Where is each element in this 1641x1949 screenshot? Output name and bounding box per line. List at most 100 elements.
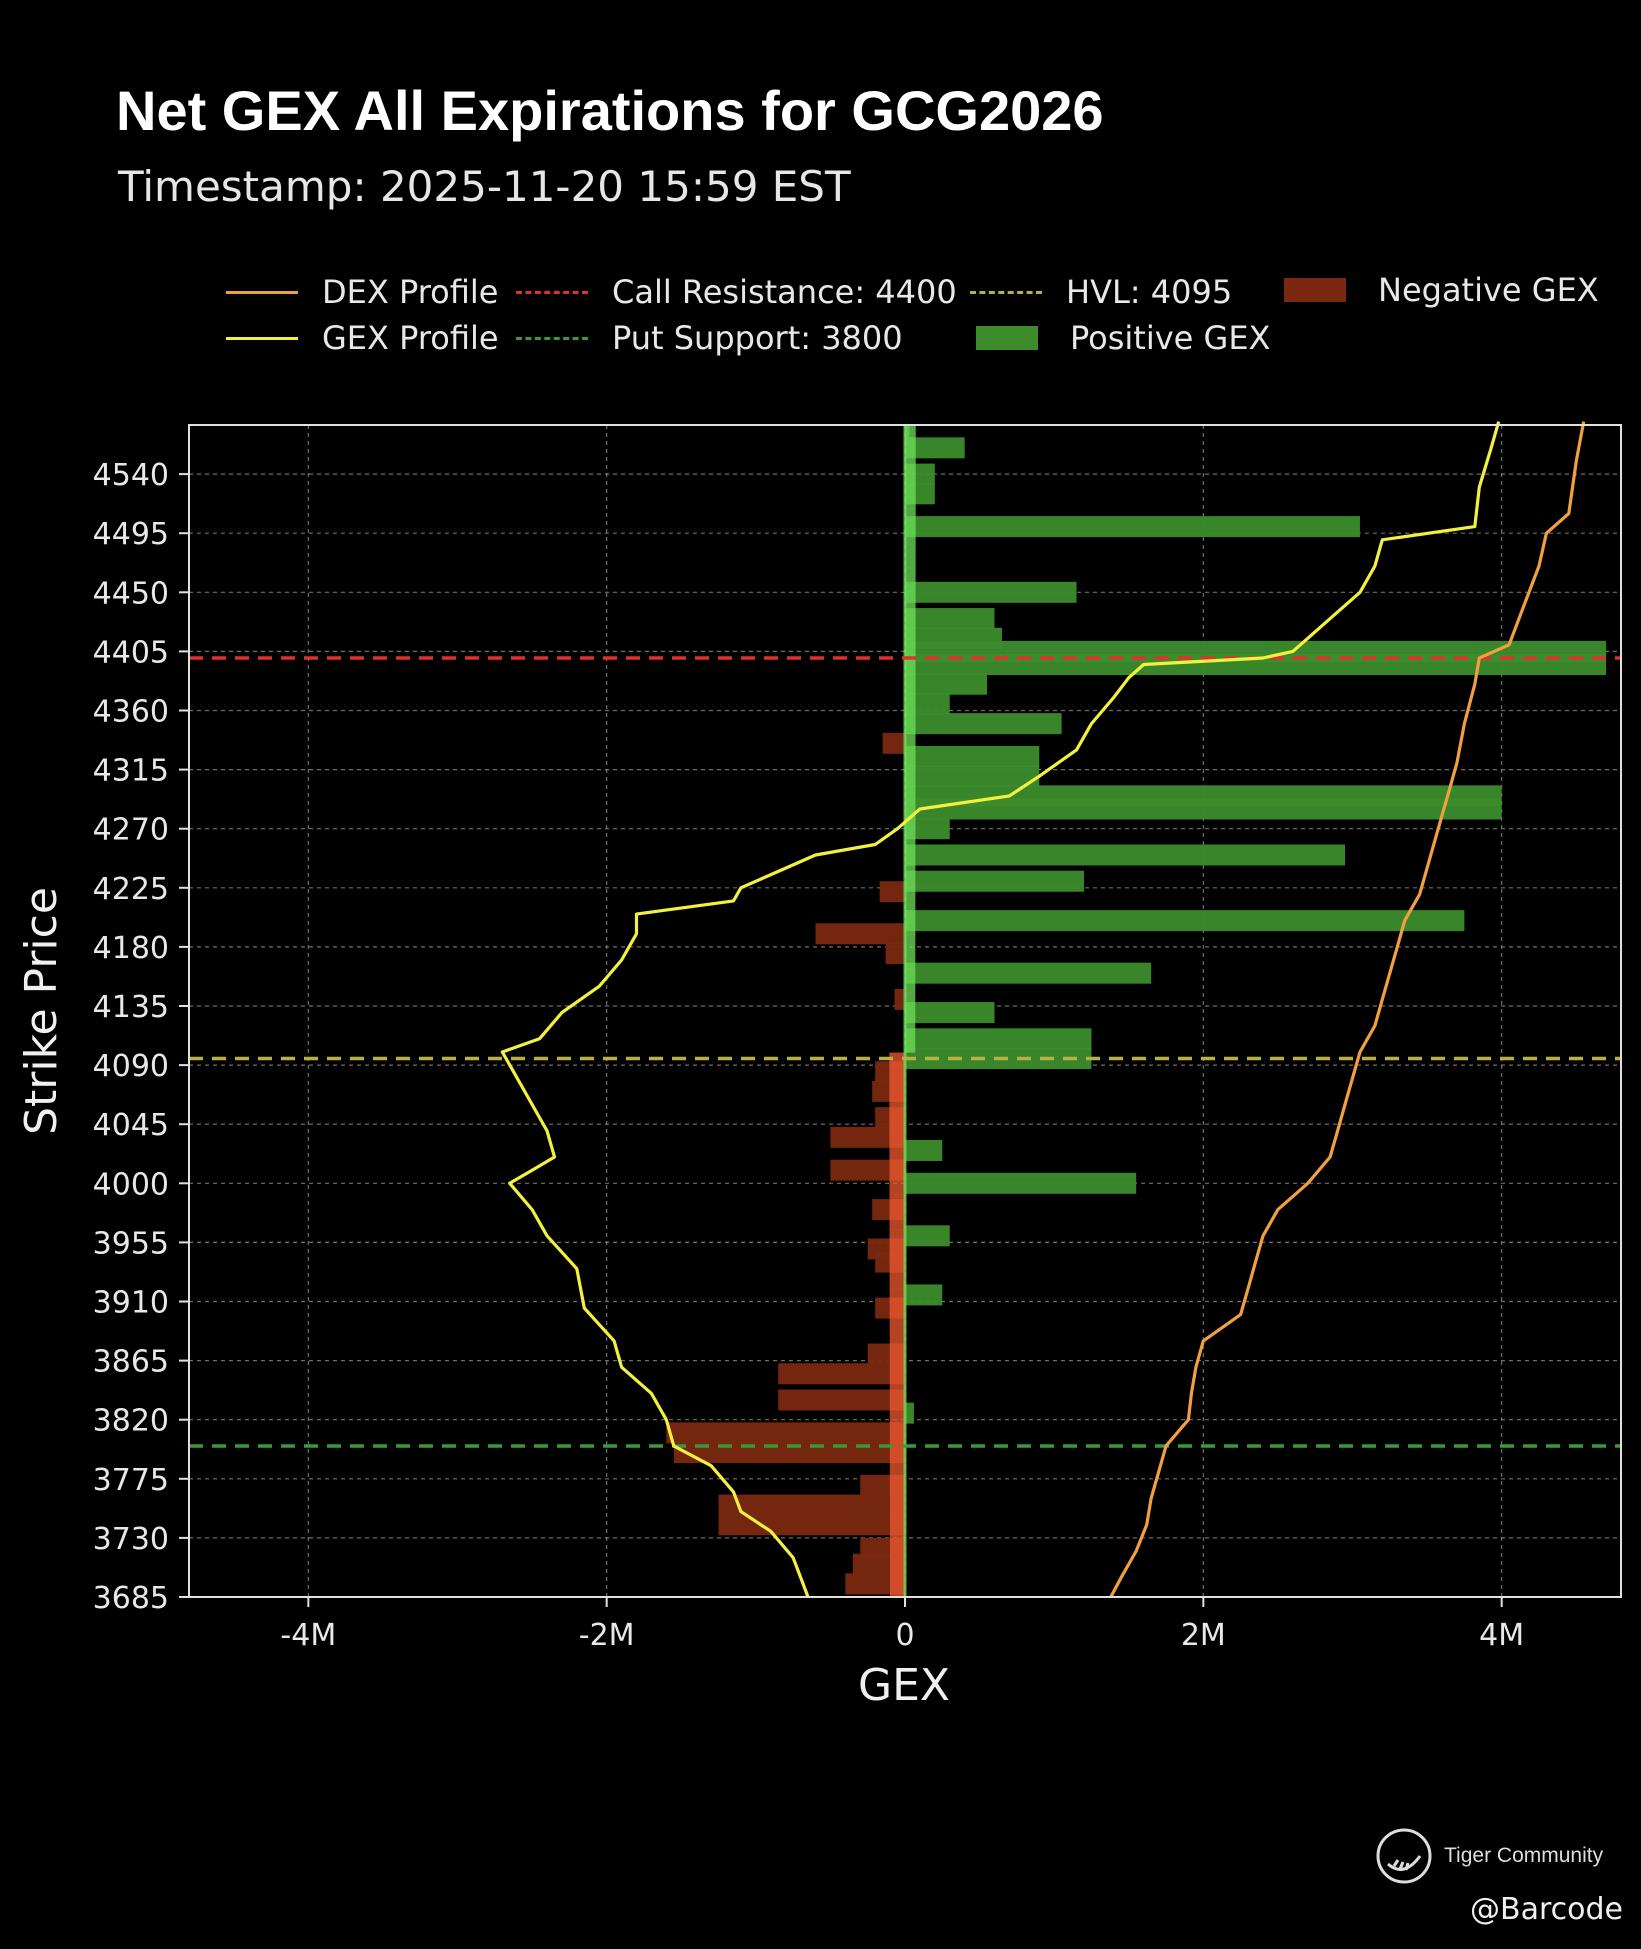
legend-label-hvl: HVL: 4095 <box>1066 273 1233 311</box>
positive-gex-bar <box>905 1040 916 1053</box>
y-tick-label: 4270 <box>93 813 169 848</box>
negative-gex-bar <box>889 1418 905 1431</box>
positive-gex-bar <box>905 673 988 695</box>
legend-swatch-negative <box>1284 278 1346 302</box>
y-tick-label: 3910 <box>93 1286 169 1321</box>
positive-gex-bar <box>905 993 916 1006</box>
tiger-icon <box>1376 1828 1432 1884</box>
negative-gex-bar <box>889 1253 905 1266</box>
positive-gex-bar <box>905 1028 916 1041</box>
positive-gex-bar <box>905 556 916 569</box>
negative-gex-bar <box>889 1147 905 1160</box>
positive-gex-bar <box>905 654 1607 676</box>
negative-gex-bar <box>889 1383 905 1396</box>
negative-gex-bar <box>889 1158 905 1171</box>
positive-gex-bar <box>905 662 916 675</box>
timestamp: Timestamp: 2025-11-20 15:59 EST <box>118 162 851 211</box>
negative-gex-bar <box>894 988 905 1010</box>
x-tick-label: 4M <box>1479 1618 1524 1653</box>
legend-label-gex: GEX Profile <box>322 319 499 357</box>
negative-gex-bar <box>830 1126 905 1148</box>
positive-gex-bar <box>905 615 916 628</box>
legend-swatch-positive <box>976 326 1038 350</box>
negative-gex-bar <box>889 1525 905 1538</box>
positive-gex-bar <box>905 1225 950 1247</box>
positive-gex-bar <box>905 733 916 746</box>
legend-label-positive: Positive GEX <box>1070 319 1271 357</box>
positive-gex-bar <box>905 887 916 900</box>
gex-profile-line <box>500 421 1501 1598</box>
positive-gex-bar <box>905 579 916 592</box>
y-tick-label: 4405 <box>93 635 169 670</box>
positive-gex-bar <box>905 1028 1092 1050</box>
negative-gex-bar <box>815 923 905 945</box>
dex-profile-line <box>1109 421 1586 1598</box>
positive-gex-bar <box>905 780 916 793</box>
negative-gex-bar <box>889 1241 905 1254</box>
legend-swatch-hvl <box>970 290 1042 294</box>
positive-gex-bar <box>905 910 916 923</box>
positive-gex-bar <box>905 426 916 439</box>
positive-gex-bar <box>905 969 916 982</box>
gex-bars <box>666 424 1607 1597</box>
negative-gex-bar <box>889 1489 905 1502</box>
positive-gex-bar <box>905 757 916 770</box>
level-lines <box>189 656 1621 1448</box>
positive-gex-bar <box>905 863 916 876</box>
negative-gex-bar <box>889 1288 905 1301</box>
positive-gex-bar <box>905 745 1040 767</box>
negative-gex-bar <box>718 1494 905 1516</box>
legend-swatch-gex <box>226 336 298 340</box>
negative-gex-bar <box>889 1454 905 1467</box>
positive-gex-bar <box>905 721 916 734</box>
positive-gex-bar <box>905 520 916 533</box>
negative-gex-bar <box>778 1363 905 1385</box>
positive-gex-bar <box>905 875 916 888</box>
y-axis-label: Strike Price <box>16 887 67 1135</box>
positive-gex-bar <box>905 1002 995 1024</box>
negative-gex-bar <box>889 1513 905 1526</box>
positive-gex-bar <box>905 946 916 959</box>
y-tick-label: 4315 <box>93 754 169 789</box>
positive-gex-bar <box>905 1139 943 1161</box>
legend-label-negative: Negative GEX <box>1378 271 1599 309</box>
positive-gex-bar <box>905 962 1152 984</box>
axis-ticks: -4M -2M 0 2M 4M 3685 3730 3775 3820 3865 3910 3955 4… <box>93 458 1525 1653</box>
positive-gex-bar <box>905 532 916 545</box>
negative-gex-bar <box>889 1371 905 1384</box>
negative-gex-bar <box>889 1548 905 1561</box>
negative-gex-bar <box>889 1300 905 1313</box>
y-tick-label: 4360 <box>93 695 169 730</box>
x-tick-label: -2M <box>579 1618 635 1653</box>
positive-gex-bar <box>905 713 1062 735</box>
legend: DEX Profile GEX Profile Call Resistance:… <box>220 268 1620 368</box>
legend-item-put-support: Put Support: 3800 <box>516 316 903 360</box>
watermark: Tiger Community <box>1374 1826 1603 1886</box>
x-axis-label: GEX <box>858 1660 950 1711</box>
negative-gex-bar <box>889 1076 905 1089</box>
positive-gex-bar <box>905 804 916 817</box>
positive-gex-bar <box>905 798 1502 820</box>
watermark-brand: Tiger Community <box>1444 1844 1604 1867</box>
x-tick-label: -4M <box>280 1618 336 1653</box>
positive-gex-bar <box>905 1402 914 1424</box>
positive-gex-bar <box>905 449 916 462</box>
y-tick-label: 3685 <box>93 1581 169 1616</box>
negative-gex-bar <box>889 1324 905 1337</box>
positive-gex-bar <box>905 922 916 935</box>
y-tick-label: 4180 <box>93 931 169 966</box>
positive-gex-bar <box>905 851 916 864</box>
positive-gex-bar <box>905 516 1360 538</box>
negative-gex-bar <box>889 1537 905 1550</box>
positive-gex-bar <box>905 844 1346 866</box>
positive-gex-bar <box>905 792 916 805</box>
negative-gex-bar <box>718 1514 905 1536</box>
y-tick-label: 4225 <box>93 872 169 907</box>
profile-lines <box>500 421 1586 1598</box>
negative-gex-bar <box>889 1087 905 1100</box>
y-tick-label: 3775 <box>93 1463 169 1498</box>
positive-gex-bar <box>905 674 916 687</box>
x-tick-label: 2M <box>1181 1618 1226 1653</box>
positive-gex-bar <box>905 591 916 604</box>
